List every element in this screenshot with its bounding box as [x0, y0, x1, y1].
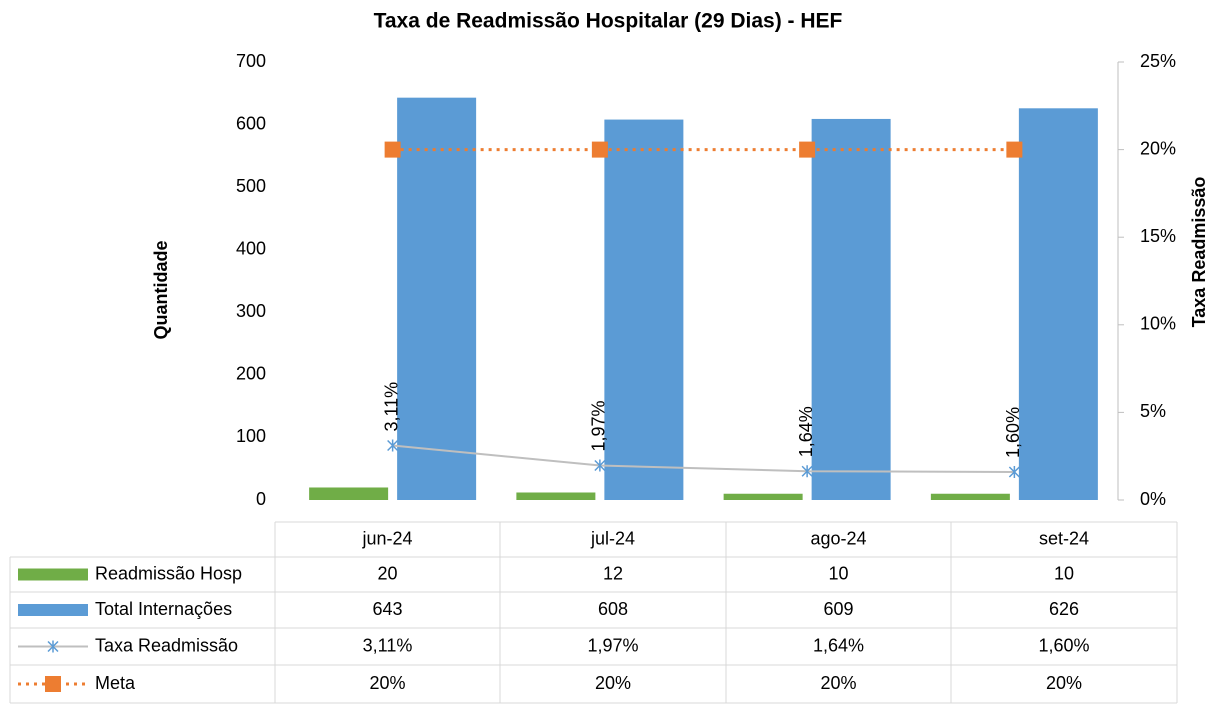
- legend-label: Readmissão Hosp: [95, 563, 242, 583]
- marker: [1008, 465, 1020, 478]
- legend-key: [47, 640, 59, 653]
- legend-key: [18, 568, 88, 581]
- table-cell: 20: [377, 563, 397, 583]
- y-tick-label: 100: [236, 426, 266, 446]
- table-cell: 10: [1054, 563, 1074, 583]
- table-cell: 3,11%: [363, 635, 413, 655]
- y2-tick-label: 5%: [1140, 401, 1166, 421]
- table-cell: 12: [603, 563, 623, 583]
- marker: [384, 141, 401, 158]
- y-axis-label: Quantidade: [151, 240, 171, 339]
- table-cell: 626: [1049, 599, 1079, 619]
- data-label: 1,64%: [796, 406, 816, 457]
- legend-label: Meta: [95, 673, 136, 693]
- marker: [387, 439, 399, 452]
- bar: [930, 493, 1010, 500]
- table-cell: 1,97%: [587, 635, 638, 655]
- marker: [591, 141, 608, 158]
- y-tick-label: 300: [236, 301, 266, 321]
- table-cell: 20%: [595, 673, 631, 693]
- y-tick-label: 0: [256, 489, 266, 509]
- marker: [799, 141, 816, 158]
- y-tick-label: 700: [236, 51, 266, 71]
- y2-tick-label: 10%: [1140, 314, 1176, 334]
- bar: [1018, 108, 1098, 500]
- legend-key: [18, 604, 88, 616]
- y2-tick-label: 0%: [1140, 489, 1166, 509]
- bar: [811, 118, 891, 500]
- legend-label: Taxa Readmissão: [95, 635, 238, 655]
- chart-title: Taxa de Readmissão Hospitalar (29 Dias) …: [374, 10, 843, 33]
- table-cell: 608: [598, 599, 628, 619]
- table-cell: 609: [823, 599, 853, 619]
- table-cell: 643: [372, 599, 402, 619]
- data-label: 3,11%: [381, 382, 401, 432]
- table-header: jun-24: [361, 528, 412, 548]
- table-cell: 20%: [820, 673, 856, 693]
- bar: [516, 492, 596, 500]
- table-header: jul-24: [590, 528, 635, 548]
- table-cell: 1,60%: [1038, 635, 1089, 655]
- data-label: 1,60%: [1003, 407, 1023, 458]
- line: [392, 444, 1015, 473]
- y2-tick-label: 15%: [1140, 226, 1176, 246]
- y2-tick-label: 20%: [1140, 138, 1176, 158]
- y2-axis-label: Taxa Readmissão: [1189, 177, 1209, 328]
- table-cell: 20%: [1046, 673, 1082, 693]
- legend-label: Total Internações: [95, 599, 232, 619]
- y-tick-label: 200: [236, 364, 266, 384]
- y-tick-label: 400: [236, 238, 266, 258]
- table-cell: 10: [828, 563, 848, 583]
- bar: [309, 487, 389, 500]
- bar: [723, 493, 803, 500]
- y-tick-label: 600: [236, 113, 266, 133]
- bar: [604, 119, 684, 501]
- legend-key: [45, 676, 61, 692]
- table-header: ago-24: [810, 528, 866, 548]
- marker: [801, 465, 813, 478]
- table-cell: 20%: [369, 673, 405, 693]
- y2-tick-label: 25%: [1140, 51, 1176, 71]
- table-header: set-24: [1039, 528, 1089, 548]
- marker: [1006, 141, 1023, 158]
- marker: [594, 459, 606, 472]
- data-label: 1,97%: [589, 400, 609, 451]
- y-tick-label: 500: [236, 176, 266, 196]
- bar: [397, 97, 477, 500]
- table-cell: 1,64%: [813, 635, 864, 655]
